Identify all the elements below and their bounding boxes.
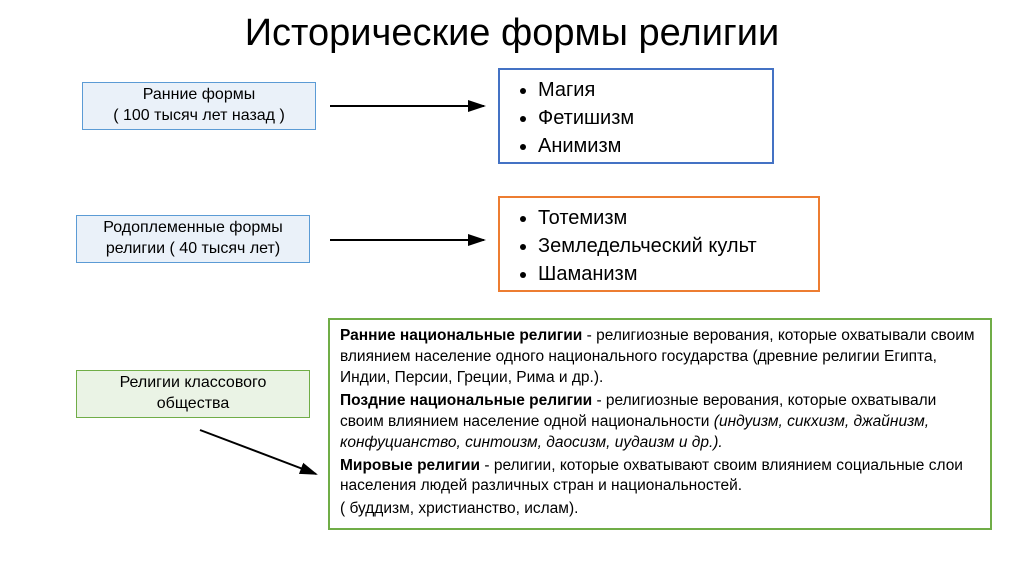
box-tribal-forms: Родоплеменные формы религии ( 40 тысяч л…	[76, 215, 310, 263]
list-tribal: Тотемизм Земледельческий культ Шаманизм	[498, 196, 820, 292]
box-early-line2: ( 100 тысяч лет назад )	[113, 106, 285, 127]
box-early-forms: Ранние формы ( 100 тысяч лет назад )	[82, 82, 316, 130]
description-box: Ранние национальные религии - религиозны…	[328, 318, 992, 530]
page-title: Исторические формы религии	[0, 0, 1024, 63]
box-class-society: Религии классового общества	[76, 370, 310, 418]
desc-para-1: Ранние национальные религии - религиозны…	[340, 326, 980, 389]
list-item: Тотемизм	[538, 204, 808, 232]
list-item: Земледельческий культ	[538, 232, 808, 260]
list-early: Магия Фетишизм Анимизм	[498, 68, 774, 164]
desc-p1-bold: Ранние национальные религии	[340, 327, 582, 344]
desc-para-3b: ( буддизм, христианство, ислам).	[340, 499, 980, 520]
box-tribal-line1: Родоплеменные формы	[103, 218, 283, 239]
box-class-line1: Религии классового	[120, 373, 267, 394]
desc-p2-bold: Поздние национальные религии	[340, 392, 592, 409]
desc-para-2: Поздние национальные религии - религиозн…	[340, 391, 980, 454]
list-item: Фетишизм	[538, 104, 762, 132]
list-item: Шаманизм	[538, 260, 808, 288]
list-item: Анимизм	[538, 132, 762, 160]
box-early-line1: Ранние формы	[143, 85, 255, 106]
box-tribal-line2: религии ( 40 тысяч лет)	[106, 239, 280, 260]
box-class-line2: общества	[157, 394, 230, 415]
desc-p3-bold: Мировые религии	[340, 457, 480, 474]
list-item: Магия	[538, 76, 762, 104]
desc-para-3: Мировые религии - религии, которые охват…	[340, 456, 980, 498]
